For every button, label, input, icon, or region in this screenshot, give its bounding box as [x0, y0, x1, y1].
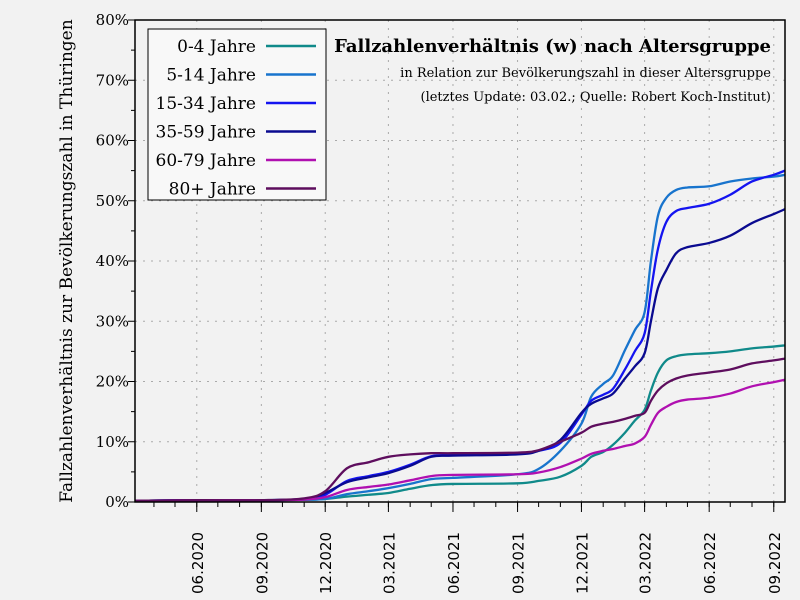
series-line-15-34-jahre [134, 169, 786, 502]
chart-title: Fallzahlenverhältnis (w) nach Altersgrup… [334, 36, 771, 57]
x-tick-label: 03.2022 [637, 532, 655, 594]
x-tick-label: 12.2020 [317, 532, 335, 594]
series-line-60-79-jahre [134, 378, 786, 502]
series-line-5-14-jahre [134, 173, 786, 502]
x-tick-label: 06.2021 [445, 532, 463, 594]
series-line-35-59-jahre [134, 208, 786, 502]
y-tick-label: 0% [105, 493, 129, 511]
y-tick-label: 10% [96, 433, 129, 451]
legend-label: 15-34 Jahre [156, 94, 257, 114]
y-tick-label: 70% [96, 71, 129, 89]
legend-label: 35-59 Jahre [156, 123, 257, 143]
y-tick-label: 50% [96, 192, 129, 210]
y-tick-label: 30% [96, 312, 129, 330]
x-tick-label: 09.2022 [766, 532, 784, 594]
legend-label: 60-79 Jahre [156, 151, 257, 171]
series-lines [134, 169, 786, 502]
y-tick-label: 80% [96, 11, 129, 29]
x-tick-label: 12.2021 [573, 532, 591, 594]
chart-note: (letztes Update: 03.02.; Quelle: Robert … [421, 90, 772, 105]
x-tick-label: 06.2022 [701, 532, 719, 594]
series-line-80-jahre [134, 357, 786, 502]
y-axis-label: Fallzahlenverhältnis zur Bevölkerungszah… [57, 19, 77, 502]
y-tick-label: 20% [96, 373, 129, 391]
legend-label: 80+ Jahre [169, 180, 256, 200]
legend-label: 5-14 Jahre [166, 66, 256, 86]
y-tick-label: 40% [96, 252, 129, 270]
x-tick-label: 09.2021 [510, 532, 528, 594]
y-tick-label: 60% [96, 132, 129, 150]
x-tick-label: 09.2020 [253, 532, 271, 594]
legend-box [147, 28, 327, 201]
x-tick-label: 06.2020 [189, 532, 207, 594]
legend: 0-4 Jahre 5-14 Jahre 15-34 Jahre 35-59 Jahr… [147, 28, 327, 201]
series-line-0-4-jahre [134, 344, 786, 502]
chart-subtitle: in Relation zur Bevölkerungszahl in dies… [400, 66, 771, 81]
axes: 0% 10% 20% 30% 40% 50% 60% 70% 80% 06.2020 09.2020… [96, 11, 784, 594]
legend-label: 0-4 Jahre [177, 37, 256, 57]
x-tick-label: 03.2021 [380, 532, 398, 594]
